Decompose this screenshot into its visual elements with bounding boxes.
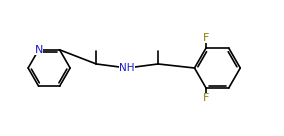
Text: F: F [203, 33, 209, 43]
Text: F: F [203, 93, 209, 103]
Text: N: N [34, 45, 43, 55]
Text: NH: NH [120, 63, 135, 73]
